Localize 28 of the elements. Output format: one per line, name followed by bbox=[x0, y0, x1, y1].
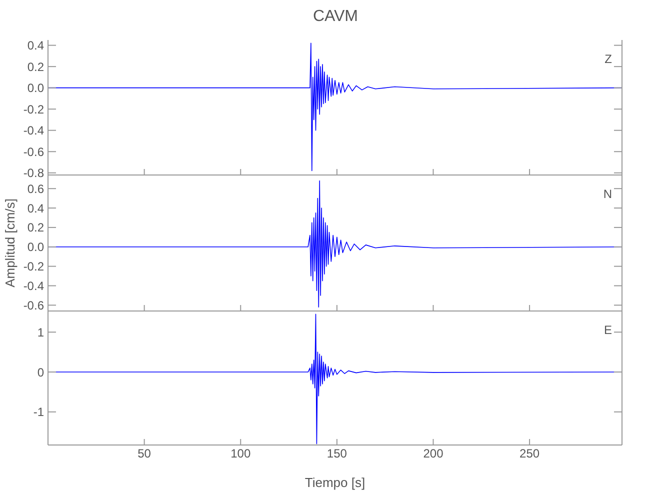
y-tick-label: -0.4 bbox=[23, 279, 44, 294]
y-tick-label: -1 bbox=[33, 405, 44, 420]
y-tick-label: 0.2 bbox=[27, 220, 44, 235]
x-tick-label: 250 bbox=[520, 446, 540, 461]
y-axis-title: Amplitud [cm/s] bbox=[2, 198, 18, 288]
y-tick-label: 0 bbox=[37, 365, 44, 380]
x-tick-label: 50 bbox=[138, 446, 152, 461]
y-tick-label: -0.4 bbox=[23, 124, 44, 138]
y-tick-label: -0.8 bbox=[23, 166, 44, 180]
y-tick-label: 0.0 bbox=[27, 81, 44, 96]
y-tick-label: -0.2 bbox=[23, 102, 44, 116]
y-tick-label: 1 bbox=[37, 325, 44, 340]
x-tick-label: 200 bbox=[423, 446, 444, 461]
chart-title: CAVM bbox=[312, 8, 360, 26]
y-tick-label: -0.6 bbox=[23, 298, 44, 312]
x-tick-label: 100 bbox=[230, 446, 251, 461]
annotation: N bbox=[603, 187, 612, 201]
y-tick-label: -0.6 bbox=[23, 144, 44, 159]
y-tick-label: 0.6 bbox=[27, 182, 44, 196]
x-tick-label: 150 bbox=[326, 446, 348, 461]
annotation: Z bbox=[604, 52, 612, 66]
y-tick-label: -0.2 bbox=[23, 260, 44, 274]
y-tick-label: 0.0 bbox=[27, 240, 44, 254]
y-tick-label: 0.4 bbox=[27, 38, 44, 53]
x-axis-title: Tiempo [s] bbox=[304, 475, 366, 490]
y-tick-label: 0.2 bbox=[27, 60, 44, 74]
y-tick-label: 0.4 bbox=[27, 201, 44, 216]
annotation: E bbox=[604, 323, 612, 337]
